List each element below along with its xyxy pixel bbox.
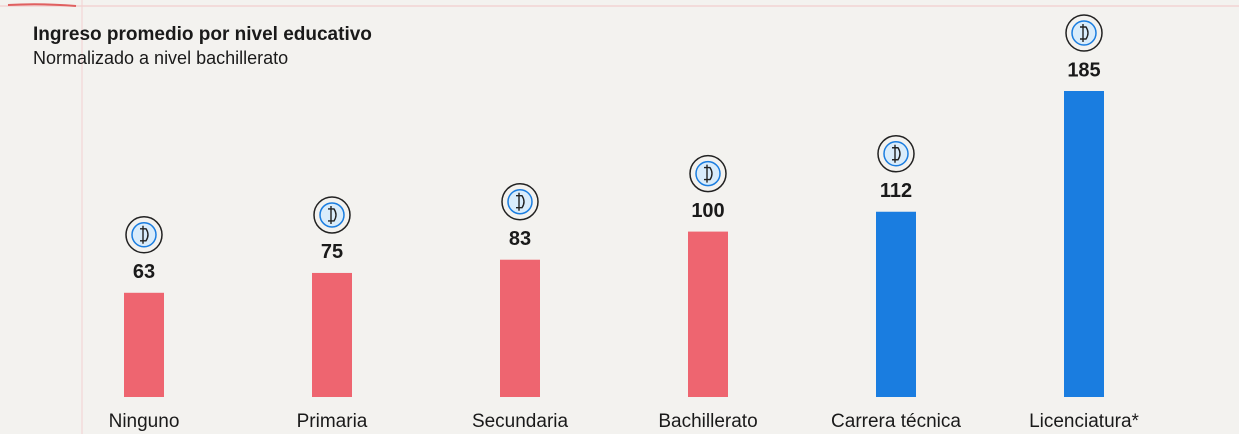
value-label: 112 [880, 180, 912, 202]
value-label: 83 [509, 228, 531, 250]
bar [876, 212, 916, 397]
chart-subtitle: Normalizado a nivel bachillerato [33, 48, 288, 68]
coin-icon [1072, 21, 1096, 45]
bar [124, 293, 164, 397]
x-tick-label: Licenciatura* [1029, 411, 1139, 432]
x-tick-label: Ninguno [109, 411, 180, 432]
bar [688, 232, 728, 397]
x-tick-label: Secundaria [472, 411, 569, 432]
coin-icon [696, 162, 720, 186]
value-label: 63 [133, 261, 155, 283]
coin-icon [508, 190, 532, 214]
coin-icon [320, 203, 344, 227]
value-label: 100 [691, 200, 724, 222]
coin-icon [132, 223, 156, 247]
bar [1064, 91, 1104, 397]
chart-title: Ingreso promedio por nivel educativo [33, 24, 372, 45]
x-tick-label: Bachillerato [658, 411, 757, 432]
value-label: 75 [321, 241, 343, 263]
coin-icon [884, 142, 908, 166]
bar [500, 260, 540, 397]
value-label: 185 [1067, 59, 1100, 81]
x-tick-label: Primaria [297, 411, 368, 432]
chart: Ingreso promedio por nivel educativo Nor… [0, 0, 1239, 434]
bar [312, 273, 352, 397]
x-tick-label: Carrera técnica [831, 411, 961, 432]
